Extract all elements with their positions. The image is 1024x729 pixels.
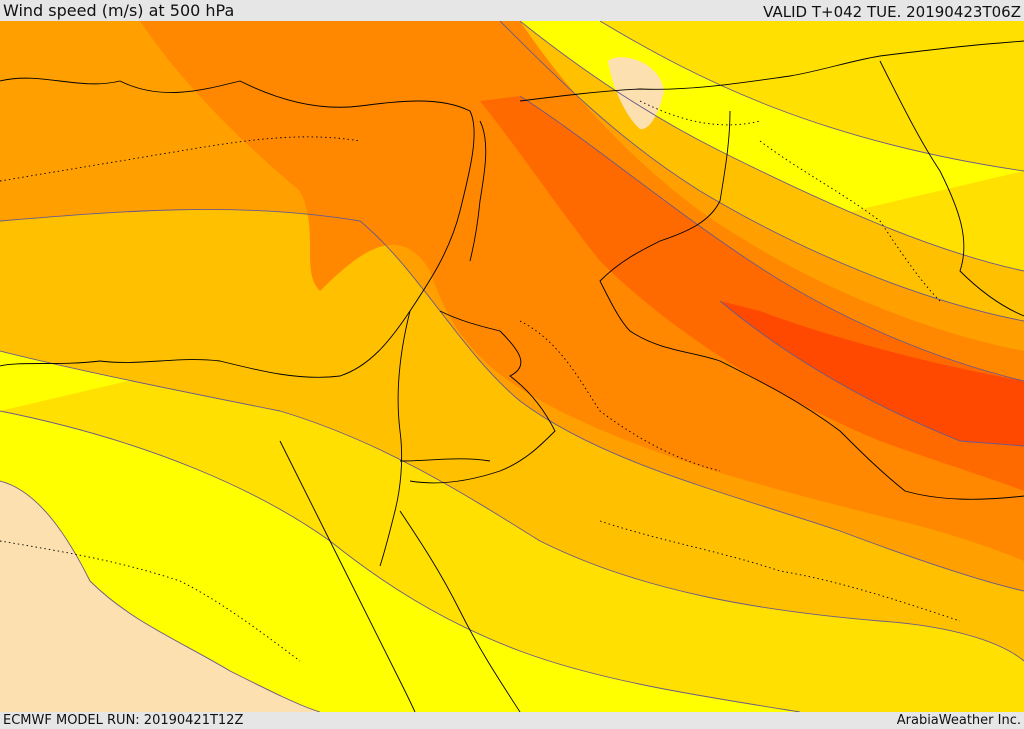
wind-speed-map [0,21,1024,712]
internal-boundaries [0,100,961,662]
contour-lines [0,21,1024,712]
header-bar: Wind speed (m/s) at 500 hPa VALID T+042 … [0,0,1024,21]
map-title: Wind speed (m/s) at 500 hPa [3,1,235,20]
band-red [720,301,1024,446]
model-run-label: ECMWF MODEL RUN: 20190421T12Z [3,713,244,728]
valid-time-label: VALID T+042 TUE. 20190423T06Z [763,3,1021,21]
band-pale [0,481,320,712]
credit-label: ArabiaWeather Inc. [896,713,1021,728]
coastlines-and-borders [0,40,1024,712]
footer-bar: ECMWF MODEL RUN: 20190421T12Z ArabiaWeat… [0,712,1024,729]
wind-speed-shading [0,21,1024,712]
band-pale-north [608,57,664,130]
band-dark-orange [140,21,1024,561]
